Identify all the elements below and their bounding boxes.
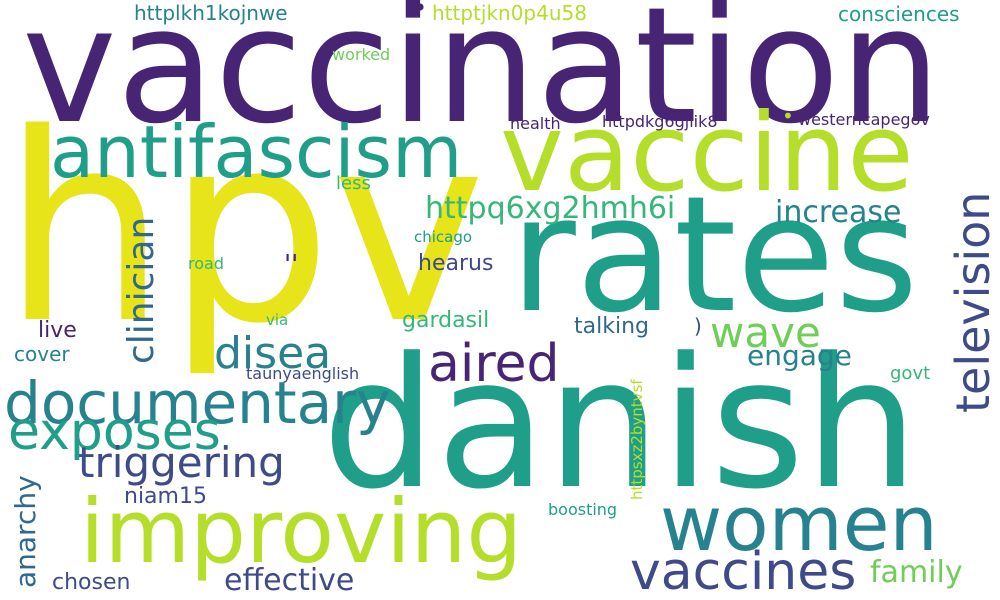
word-hpv: hpv xyxy=(2,79,486,381)
word-httpsxz2byntvsf: httpsxz2byntvsf xyxy=(628,379,646,500)
word-consciences: consciences xyxy=(838,2,960,26)
word-improving: improving xyxy=(80,480,523,583)
word-httpq6xg2hmh6i: httpq6xg2hmh6i xyxy=(425,191,676,226)
word-dot-mid: • xyxy=(782,104,794,128)
word-vaccination: vaccination xyxy=(22,0,942,159)
word-vaccines: vaccines xyxy=(630,542,857,600)
word-family: family xyxy=(870,555,963,590)
word-television: television xyxy=(946,191,1000,413)
word-rates: rates xyxy=(510,161,919,348)
word-westerncapegov: westerncapegov xyxy=(798,110,930,129)
word-talking: talking xyxy=(574,314,649,339)
word-wave: wave xyxy=(710,308,821,357)
word-increase: increase xyxy=(775,195,902,230)
word-paren: ) xyxy=(694,314,702,338)
word-documentary: documentary xyxy=(4,369,391,437)
word-boosting: boosting xyxy=(548,500,618,519)
word-live: live xyxy=(38,318,77,343)
word-worked: worked xyxy=(332,45,391,64)
word-clinician: clinician xyxy=(121,216,162,364)
word-disea: disea xyxy=(214,328,332,379)
word-road: road xyxy=(188,254,224,273)
word-dot-top: • xyxy=(413,0,428,22)
word-cover: cover xyxy=(14,342,70,366)
word-niam15: niam15 xyxy=(124,484,207,509)
word-antifascism: antifascism xyxy=(50,110,463,194)
word-engage: engage xyxy=(747,339,852,372)
word-govt: govt xyxy=(890,363,931,384)
word-quote-marks: '' xyxy=(284,250,299,280)
word-less: less xyxy=(336,173,371,194)
word-httptjkn0p4u58: httptjkn0p4u58 xyxy=(432,1,587,25)
word-anarchy: anarchy xyxy=(9,475,42,588)
word-effective: effective xyxy=(224,563,355,598)
word-httplkh1kojnwe: httplkh1kojnwe xyxy=(134,1,288,25)
word-taunyaenglish: taunyaenglish xyxy=(246,364,360,383)
word-chosen: chosen xyxy=(52,570,131,595)
word-danish: danish xyxy=(322,320,919,529)
word-vaccine: vaccine xyxy=(500,91,914,216)
word-via: via xyxy=(266,311,289,329)
word-health: health xyxy=(510,114,561,133)
word-aired: aired xyxy=(428,334,560,394)
word-triggering: triggering xyxy=(78,438,285,487)
word-exposes: exposes xyxy=(8,402,221,462)
word-gardasil: gardasil xyxy=(402,308,490,333)
word-chicago: chicago xyxy=(414,228,473,246)
word-hearus: hearus xyxy=(418,251,494,276)
word-women: women xyxy=(660,479,938,568)
word-httpdkg6gjiik8: httpdkg6gjiik8 xyxy=(602,112,718,131)
